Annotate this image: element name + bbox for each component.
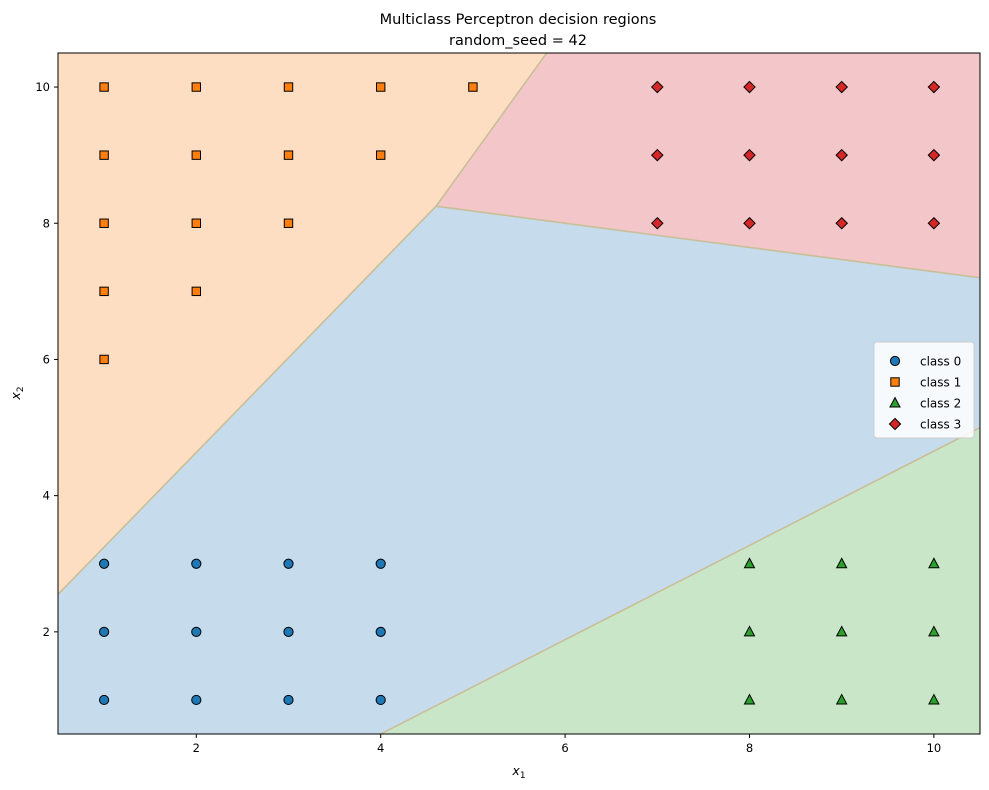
data-point-class-1 [376,150,386,160]
data-point-class-0 [191,626,202,637]
legend-label-class-1: class 1 [920,376,961,390]
legend: class 0 class 1 class 2 class 3 [873,341,975,439]
decision-boundary-1 [435,53,548,207]
data-point-class-0 [283,694,294,706]
data-point-class-3 [650,148,664,162]
x-tick-label: 8 [746,741,753,755]
x-tick-label: 4 [377,741,384,755]
data-point-class-1 [283,150,294,160]
y-tick-label: 10 [35,80,50,94]
legend-label-class-0: class 0 [920,355,961,369]
data-point-class-1 [99,354,109,365]
x-axis-label: x1 [511,763,525,781]
data-point-class-3 [650,216,664,230]
legend-marker-class-3 [888,417,902,431]
data-point-class-3 [927,216,941,230]
legend-marker-class-1 [890,377,900,387]
data-point-class-1 [99,218,109,228]
data-point-class-1 [191,82,202,92]
data-point-class-0 [191,694,202,706]
y-tick-label: 2 [43,625,50,639]
data-point-class-1 [191,286,202,297]
y-tick-label: 4 [43,489,50,503]
data-point-class-3 [835,148,849,162]
data-point-class-2 [835,693,848,705]
data-point-class-3 [927,148,941,162]
data-point-class-1 [99,150,109,160]
decision-boundaries [58,53,980,734]
data-point-class-2 [743,557,756,569]
data-point-class-1 [376,82,386,92]
chart-title-line-1: Multiclass Perceptron decision regions [380,12,657,28]
data-point-class-0 [283,558,294,569]
y-tick-label: 8 [43,216,50,230]
chart-title: Multiclass Perceptron decision regions r… [380,12,657,49]
plot-frame [57,52,981,735]
legend-label-class-3: class 3 [920,418,961,432]
legend-label-class-2: class 2 [920,397,961,411]
data-point-class-0 [99,626,110,637]
data-point-class-2 [928,625,940,637]
y-tick-label: 6 [43,352,50,366]
data-point-class-0 [191,558,202,569]
decision-boundary-0 [58,205,437,595]
chart-title-line-2: random_seed = 42 [449,33,587,49]
data-point-class-1 [283,82,294,92]
legend-box [873,341,975,439]
data-point-class-0 [99,694,110,706]
data-point-class-3 [650,80,664,94]
data-points [99,80,941,706]
data-point-class-3 [835,216,849,230]
decision-boundary-3 [380,426,980,734]
region-class-0 [58,205,980,734]
data-point-class-0 [99,558,110,569]
data-point-class-0 [283,626,294,637]
data-point-class-3 [927,80,941,94]
legend-marker-class-0 [889,355,901,367]
data-point-class-3 [743,148,756,162]
x-tick-label: 10 [927,741,942,755]
x-axis-ticks: 2 4 6 8 10 [193,734,942,755]
data-point-class-2 [928,557,940,569]
data-point-class-2 [928,693,940,705]
data-point-class-0 [375,626,386,637]
data-point-class-1 [191,218,202,228]
legend-marker-class-2 [889,396,901,408]
y-axis-label: x2 [8,386,26,400]
data-point-class-1 [468,82,478,92]
y-axis-ticks: 2 4 6 8 10 [35,80,58,639]
data-point-class-3 [743,216,756,230]
data-point-class-0 [375,558,386,569]
data-point-class-3 [835,80,849,94]
data-point-class-3 [743,80,756,94]
data-point-class-1 [283,218,294,228]
data-point-class-2 [835,557,848,569]
data-point-class-1 [99,286,109,297]
data-point-class-1 [99,82,109,92]
x-tick-label: 6 [561,741,568,755]
decision-boundary-2 [435,205,980,279]
data-point-class-2 [743,625,756,637]
data-point-class-2 [835,625,848,637]
data-point-class-2 [743,693,756,705]
data-point-class-0 [375,694,386,706]
data-point-class-1 [191,150,202,160]
x-tick-label: 2 [193,741,200,755]
